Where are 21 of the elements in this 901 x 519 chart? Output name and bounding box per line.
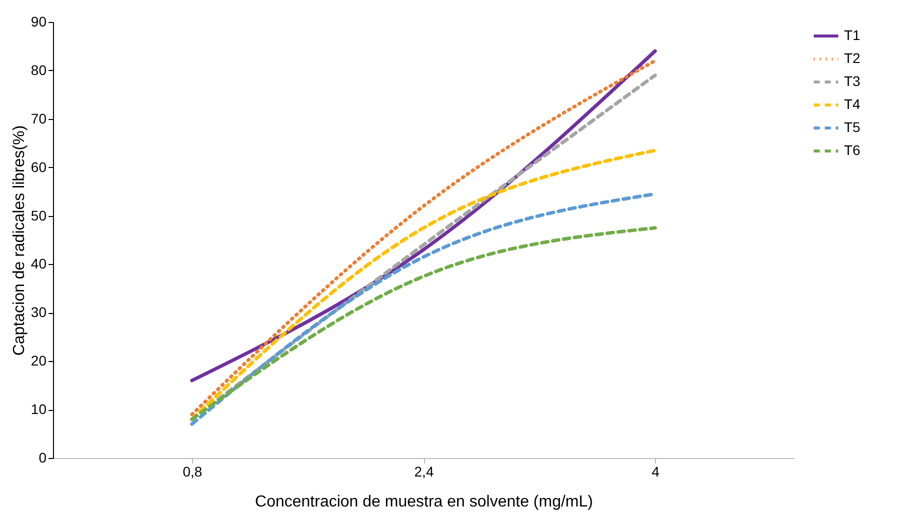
x-tick-label: 0,8 bbox=[182, 464, 202, 480]
x-axis-title: Concentracion de muestra en solvente (mg/mL) bbox=[255, 494, 593, 510]
y-tick-label: 50 bbox=[30, 207, 47, 224]
y-tick-label: 80 bbox=[30, 62, 47, 78]
y-tick-label: 90 bbox=[30, 14, 47, 30]
y-tick-label: 60 bbox=[30, 158, 47, 175]
y-tick-label: 20 bbox=[30, 352, 47, 369]
x-tick-label: 4 bbox=[652, 464, 660, 480]
legend-label: T1 bbox=[844, 27, 861, 43]
legend-label: T3 bbox=[844, 73, 861, 89]
y-tick-label: 10 bbox=[30, 401, 47, 418]
legend-label: T6 bbox=[844, 142, 861, 158]
legend-label: T5 bbox=[844, 119, 861, 135]
y-axis-title: Captacion de radicales libres(%) bbox=[10, 125, 28, 356]
legend-label: T4 bbox=[844, 96, 861, 112]
y-tick-label: 70 bbox=[30, 110, 47, 126]
legend-label: T2 bbox=[844, 50, 861, 66]
x-tick-label: 2,4 bbox=[414, 464, 434, 480]
y-tick-label: 40 bbox=[30, 256, 47, 272]
y-tick-label: 30 bbox=[30, 304, 47, 320]
y-tick-label: 0 bbox=[38, 450, 47, 466]
